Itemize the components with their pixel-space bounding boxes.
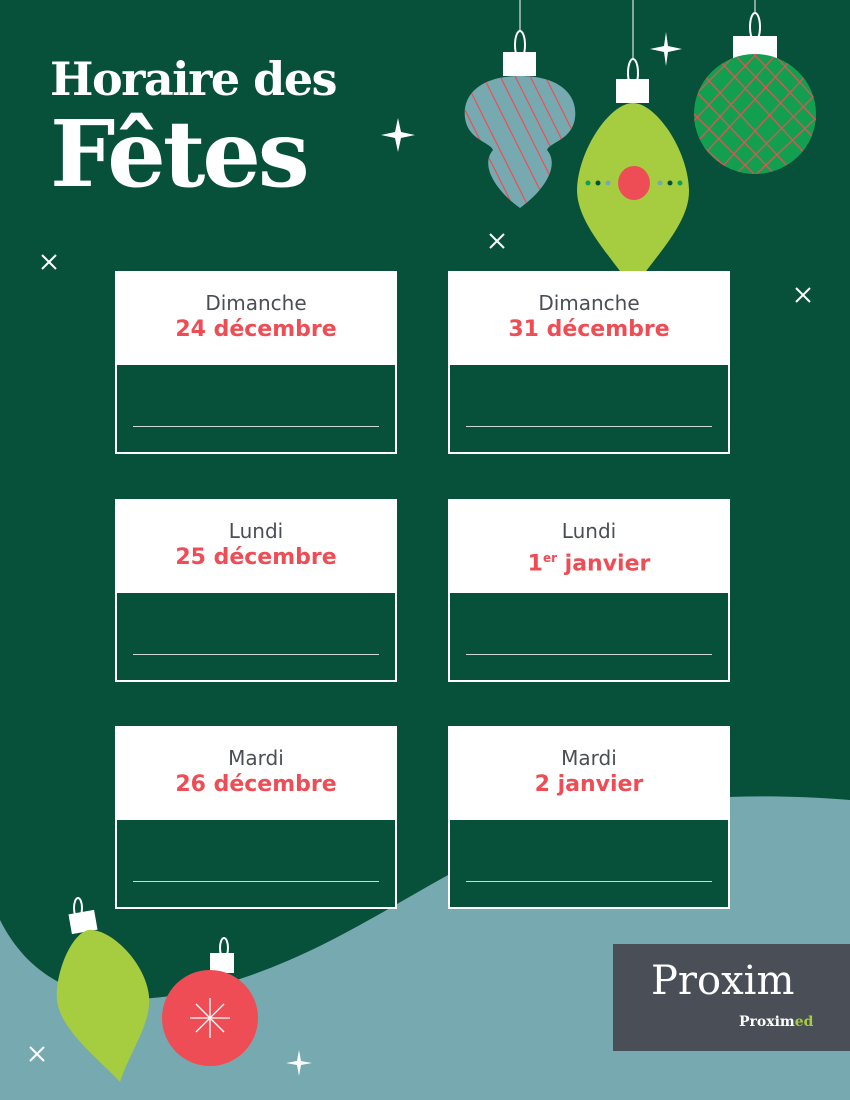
date-label: 24 décembre [175,317,337,342]
date-number: 1 [527,551,543,577]
lime-ornament-icon [577,58,690,290]
lime-ornament-bottom-icon [56,897,150,1082]
logo-main-text: Proxim [651,958,795,1004]
date-label: 25 décembre [175,545,337,570]
schedule-card-5: Mardi 2 janvier [448,726,730,909]
hours-line [133,426,379,427]
hours-line [466,426,712,427]
date-label: 2 janvier [534,772,644,797]
proxim-logo: Proxim Proximed [613,944,850,1051]
schedule-card-1: Dimanche 31 décembre [448,271,730,454]
day-label: Lundi [228,519,284,543]
title-line-1: Horaire des [50,52,338,106]
striped-ornament-icon [464,30,576,208]
date-label: 31 décembre [508,317,670,342]
day-label: Dimanche [538,291,640,315]
schedule-card-0: Dimanche 24 décembre [115,271,397,454]
logo-sub-a: Proxim [739,1014,795,1030]
date-label: 1er janvier [450,543,728,579]
hours-line [466,881,712,882]
date-month: janvier [557,551,651,577]
date-label: 26 décembre [175,772,337,797]
hours-line [466,654,712,655]
sparkle-icons [286,32,682,1076]
schedule-card-4: Mardi 26 décembre [115,726,397,909]
date-ordinal: er [542,551,557,565]
day-label: Mardi [561,746,617,770]
red-ornament-icon [162,937,258,1066]
hours-line [133,654,379,655]
day-label: Lundi [561,519,617,543]
plaid-ornament-icon [694,12,816,174]
logo-sub-b: ed [794,1014,814,1030]
schedule-card-2: Lundi 25 décembre [115,499,397,682]
title-line-2: Fêtes [50,100,310,208]
schedule-card-3: Lundi 1er janvier [448,499,730,682]
hours-line [133,881,379,882]
logo-sub-text: Proximed [739,1014,813,1030]
x-sparkle-icons [29,233,811,1062]
day-label: Mardi [228,746,284,770]
day-label: Dimanche [205,291,307,315]
